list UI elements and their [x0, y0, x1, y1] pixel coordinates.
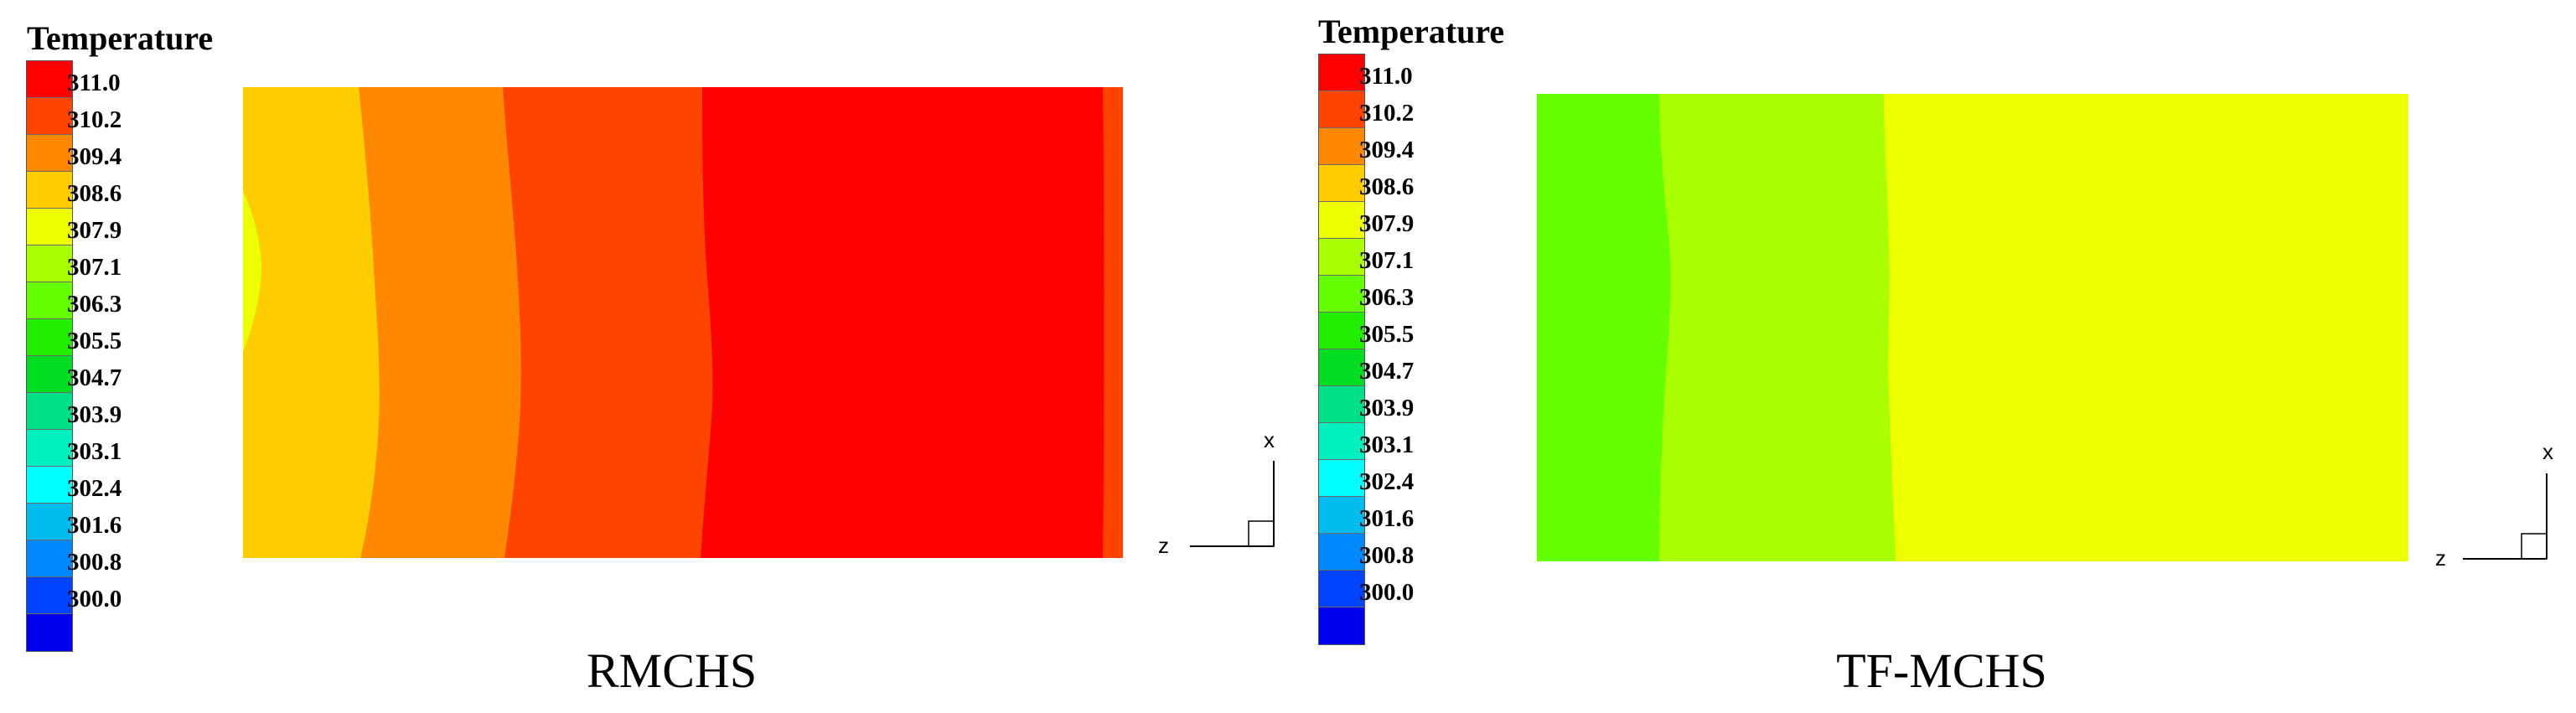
- legend-swatch: [1319, 386, 1364, 423]
- legend-tick-label: 309.4: [67, 143, 122, 170]
- legend-swatch: [27, 61, 72, 98]
- legend-swatch: [27, 504, 72, 540]
- legend-tick-label: 302.4: [1359, 468, 1415, 495]
- legend-swatch: [27, 319, 72, 356]
- legend-swatch: [27, 98, 72, 135]
- legend-tick-label: 305.5: [1359, 321, 1415, 348]
- legend-swatch: [1319, 534, 1364, 571]
- legend-swatch: [1319, 349, 1364, 386]
- legend-tick-label: 303.1: [1359, 431, 1415, 458]
- legend-tick-label: 300.8: [67, 549, 122, 576]
- panel-rmchs: Temperature x z RMCHS 311.0 310.2 309.4 308…: [26, 19, 1275, 698]
- legend-swatch: [27, 245, 72, 282]
- legend-tick-label: 307.1: [1359, 247, 1415, 274]
- legend-tick-label: 305.5: [67, 328, 122, 354]
- legend-swatch: [27, 614, 72, 651]
- legend-tick-label: 307.1: [67, 254, 122, 281]
- legend-tick-label: 310.2: [1359, 100, 1415, 127]
- legend-swatch: [1319, 423, 1364, 460]
- legend-swatch: [27, 540, 72, 577]
- legend-title: Temperature: [1318, 13, 1505, 50]
- legend-tick-label: 308.6: [1359, 173, 1415, 200]
- legend-swatch: [1319, 128, 1364, 165]
- legend-tick-label: 308.6: [67, 180, 122, 207]
- legend-tick-label: 303.1: [67, 438, 122, 465]
- legend-swatch: [27, 430, 72, 467]
- x-axis-label: x: [2542, 439, 2553, 464]
- temperature-contour-plot: [243, 87, 1123, 558]
- legend-swatch: [1319, 607, 1364, 644]
- legend-swatch: [1319, 571, 1364, 607]
- legend-title: Temperature: [27, 19, 214, 57]
- legend-swatch: [27, 393, 72, 430]
- legend-swatch: [1319, 460, 1364, 497]
- legend-swatch: [27, 356, 72, 393]
- legend-tick-label: 301.6: [1359, 505, 1415, 532]
- legend-swatch: [27, 172, 72, 209]
- axis-triad: [1190, 461, 1275, 547]
- legend-swatch: [1319, 239, 1364, 276]
- legend-swatch: [27, 577, 72, 614]
- legend-swatch: [1319, 54, 1364, 91]
- color-legend-bar: [1318, 54, 1365, 645]
- legend-tick-label: 306.3: [1359, 284, 1415, 311]
- contour-band-311-0-core: [701, 87, 1104, 558]
- z-axis-label: z: [1158, 533, 1169, 558]
- legend-tick-label: 300.8: [1359, 542, 1415, 569]
- legend-tick-label: 311.0: [67, 70, 121, 96]
- contour-band-308-6: [243, 191, 261, 352]
- color-legend-bar: [26, 60, 73, 652]
- z-axis-label: z: [2435, 545, 2446, 571]
- legend-tick-label: 301.6: [67, 512, 122, 539]
- legend-swatch: [27, 209, 72, 245]
- x-axis-label: x: [1264, 427, 1275, 452]
- legend-tick-label: 307.9: [1359, 210, 1415, 237]
- legend-tick-label: 311.0: [1359, 63, 1413, 90]
- legend-tick-label: 309.4: [1359, 137, 1415, 163]
- contour-band-307-1: [1537, 94, 1671, 561]
- legend-swatch: [1319, 165, 1364, 202]
- legend-tick-label: 302.4: [67, 475, 122, 502]
- legend-tick-label: 304.7: [67, 364, 122, 391]
- axis-triad: [2463, 473, 2548, 560]
- panel-tf-mchs: Temperature x z TF-MCHS 311.0 310.2 309.4 3…: [1288, 0, 2576, 713]
- legend-swatch: [1319, 276, 1364, 313]
- legend-tick-label: 306.3: [67, 291, 122, 318]
- legend-tick-label: 300.0: [1359, 579, 1415, 606]
- legend-tick-label: 300.0: [67, 586, 122, 612]
- legend-tick-label: 304.7: [1359, 358, 1415, 385]
- panel-caption: RMCHS: [587, 643, 758, 698]
- legend-swatch: [1319, 91, 1364, 128]
- legend-tick-label: 303.9: [1359, 395, 1415, 421]
- legend-tick-label: 303.9: [67, 401, 122, 428]
- legend-tick-label: 310.2: [67, 106, 122, 133]
- legend-swatch: [27, 467, 72, 504]
- legend-swatch: [1319, 313, 1364, 349]
- legend-swatch: [27, 282, 72, 319]
- temperature-contour-plot: [1537, 94, 2408, 561]
- legend-swatch: [1319, 497, 1364, 534]
- legend-swatch: [27, 135, 72, 172]
- legend-tick-label: 307.9: [67, 217, 122, 244]
- legend-swatch: [1319, 202, 1364, 239]
- panel-caption: TF-MCHS: [1836, 643, 2047, 698]
